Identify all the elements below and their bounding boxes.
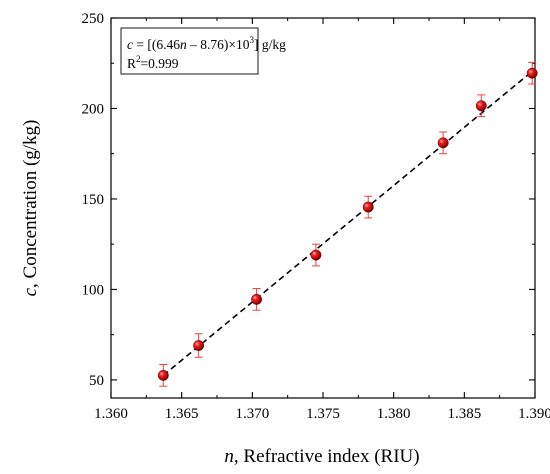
r2-base: R: [127, 56, 136, 71]
data-marker: [251, 293, 263, 305]
equation-body: = [(6.46: [133, 37, 180, 52]
data-marker: [193, 340, 205, 351]
r2-exponent: 2: [136, 54, 141, 64]
x-tick-label: 1.390: [518, 406, 550, 422]
x-axis-label-text: , Refractive index (RIU): [234, 446, 420, 467]
x-axis-label-var: n: [224, 446, 234, 467]
x-axis-ticks: 1.360 1.365 1.370 1.375 1.380 1.385 1.390: [94, 18, 550, 422]
x-tick-label: 1.380: [377, 406, 411, 422]
equation-legend: c = [(6.46n – 8.76)×103] g/kg R2=0.999: [120, 27, 286, 75]
y-tick-label: 250: [82, 11, 105, 27]
x-tick-label: 1.365: [165, 406, 199, 422]
equation-n: n: [180, 37, 187, 52]
r-squared-text: R2=0.999: [127, 54, 179, 71]
data-point: [437, 131, 449, 155]
equation-unit: ] g/kg: [254, 37, 286, 52]
plot-frame: [110, 17, 536, 399]
y-axis-label-text: , Concentration (g/kg): [20, 120, 41, 288]
equation-var: c: [127, 37, 133, 52]
equation-rest: – 8.76)×10: [187, 37, 250, 52]
y-tick-label: 200: [82, 101, 105, 117]
x-tick-label: 1.370: [235, 406, 269, 422]
equation-text: c = [(6.46n – 8.76)×103] g/kg: [127, 35, 286, 52]
x-axis-label: n, Refractive index (RIU): [224, 446, 419, 467]
equation-exponent: 3: [249, 35, 254, 45]
y-axis-label-var: c: [20, 287, 41, 296]
data-points: [157, 61, 538, 387]
data-point: [310, 243, 322, 267]
data-marker: [157, 369, 169, 381]
data-point: [251, 288, 263, 311]
y-axis-label: c, Concentration (g/kg): [20, 120, 41, 297]
legend-box: [120, 27, 259, 75]
data-point: [526, 61, 538, 85]
x-tick-label: 1.375: [306, 406, 340, 422]
y-tick-label: 150: [82, 192, 105, 208]
data-point: [193, 333, 205, 358]
r2-value: =0.999: [141, 56, 179, 71]
y-tick-label: 50: [89, 373, 104, 389]
data-marker: [362, 201, 374, 213]
data-point: [362, 195, 374, 219]
data-point: [475, 94, 487, 118]
x-tick-label: 1.360: [94, 406, 128, 422]
data-marker: [310, 249, 322, 261]
data-marker: [437, 137, 449, 149]
y-axis-ticks: 50 100 150 200 250: [82, 11, 535, 389]
data-marker: [475, 100, 487, 112]
fit-line: [162, 70, 533, 376]
data-marker: [526, 67, 538, 79]
y-tick-label: 100: [82, 282, 105, 298]
x-tick-label: 1.385: [447, 406, 481, 422]
data-point: [157, 364, 169, 387]
